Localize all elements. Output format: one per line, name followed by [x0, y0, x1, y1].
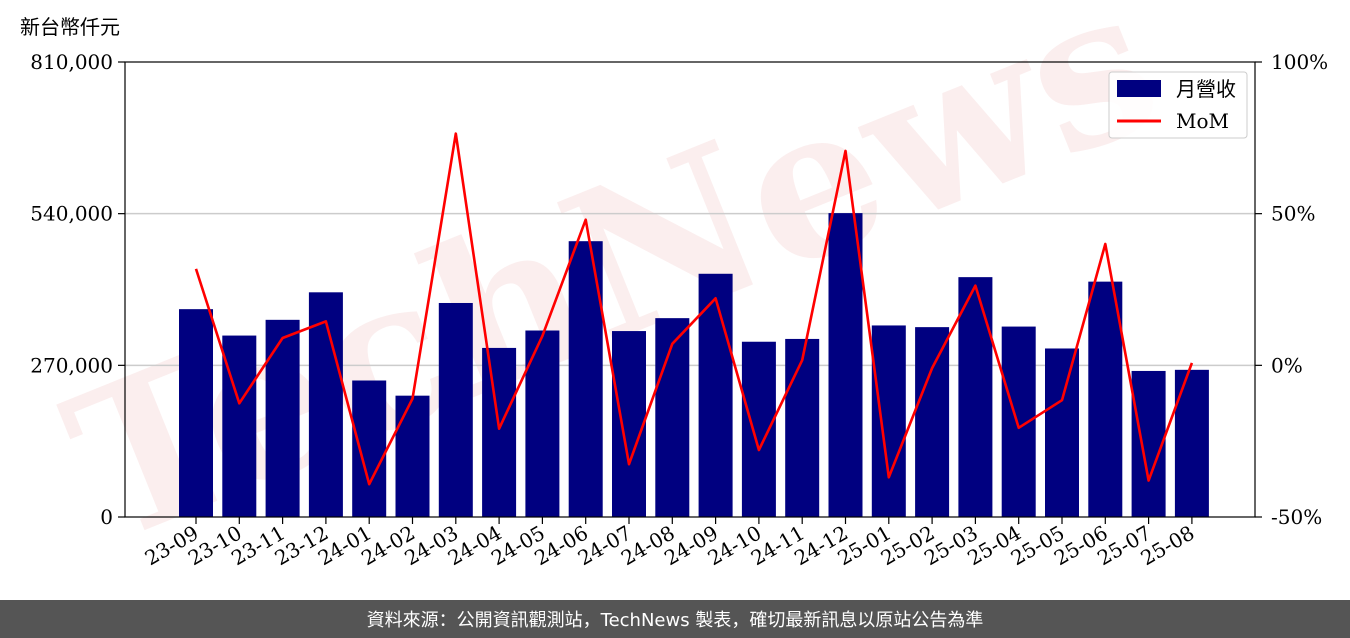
legend-bar-swatch	[1117, 80, 1161, 97]
left-tick-label: 270,000	[30, 353, 113, 377]
legend-label-mom: MoM	[1176, 109, 1229, 133]
x-axis: 23-0923-1023-1123-1224-0124-0224-0324-04…	[141, 517, 1198, 570]
right-tick-label: 0%	[1271, 353, 1303, 377]
left-tick-label: 540,000	[30, 202, 113, 226]
footer-text: 資料來源：公開資訊觀測站，TechNews 製表，確切最新訊息以原站公告為準	[366, 610, 984, 631]
bar-25-07	[1131, 370, 1166, 517]
left-axis: 0 270,000 540,000 810,000	[30, 50, 125, 529]
right-tick-label: 100%	[1271, 50, 1328, 74]
legend: 月營收 MoM	[1108, 71, 1248, 139]
bar-25-06	[1088, 281, 1123, 517]
footer-source-note: 資料來源：公開資訊觀測站，TechNews 製表，確切最新訊息以原站公告為準	[0, 600, 1350, 638]
left-tick-label: 0	[100, 505, 113, 529]
bar-24-11	[785, 338, 820, 517]
bar-24-07	[612, 331, 646, 517]
bar-24-09	[698, 273, 733, 517]
bar-25-03	[958, 277, 993, 517]
bar-24-10	[741, 341, 776, 517]
bar-24-01	[352, 380, 387, 517]
bar-25-02	[915, 327, 950, 517]
chart: TechNews 0 270,000 540,000 810,000 -50% 0% 50…	[20, 0, 1328, 590]
bar-24-02	[395, 395, 430, 517]
legend-label-monthly-revenue: 月營收	[1176, 77, 1236, 101]
bar-25-01	[871, 325, 906, 517]
right-tick-label: -50%	[1271, 505, 1322, 529]
bar-series	[179, 213, 1209, 518]
bar-24-12	[828, 213, 863, 518]
y-axis-unit-label: 新台幣仟元	[20, 15, 120, 39]
plot-frame	[124, 61, 1256, 518]
bar-23-12	[308, 292, 343, 517]
bar-24-08	[655, 318, 690, 517]
bar-23-09	[179, 309, 213, 517]
right-tick-label: 50%	[1271, 202, 1315, 226]
bar-24-04	[482, 347, 517, 517]
right-axis: -50% 0% 50% 100%	[1255, 50, 1328, 529]
bar-24-03	[438, 302, 473, 517]
line-series	[194, 132, 1194, 486]
mom-line	[194, 132, 1194, 486]
bar-25-05	[1045, 348, 1079, 517]
bar-25-04	[1001, 326, 1036, 517]
bar-23-11	[265, 319, 300, 517]
left-tick-label: 810,000	[30, 50, 113, 74]
